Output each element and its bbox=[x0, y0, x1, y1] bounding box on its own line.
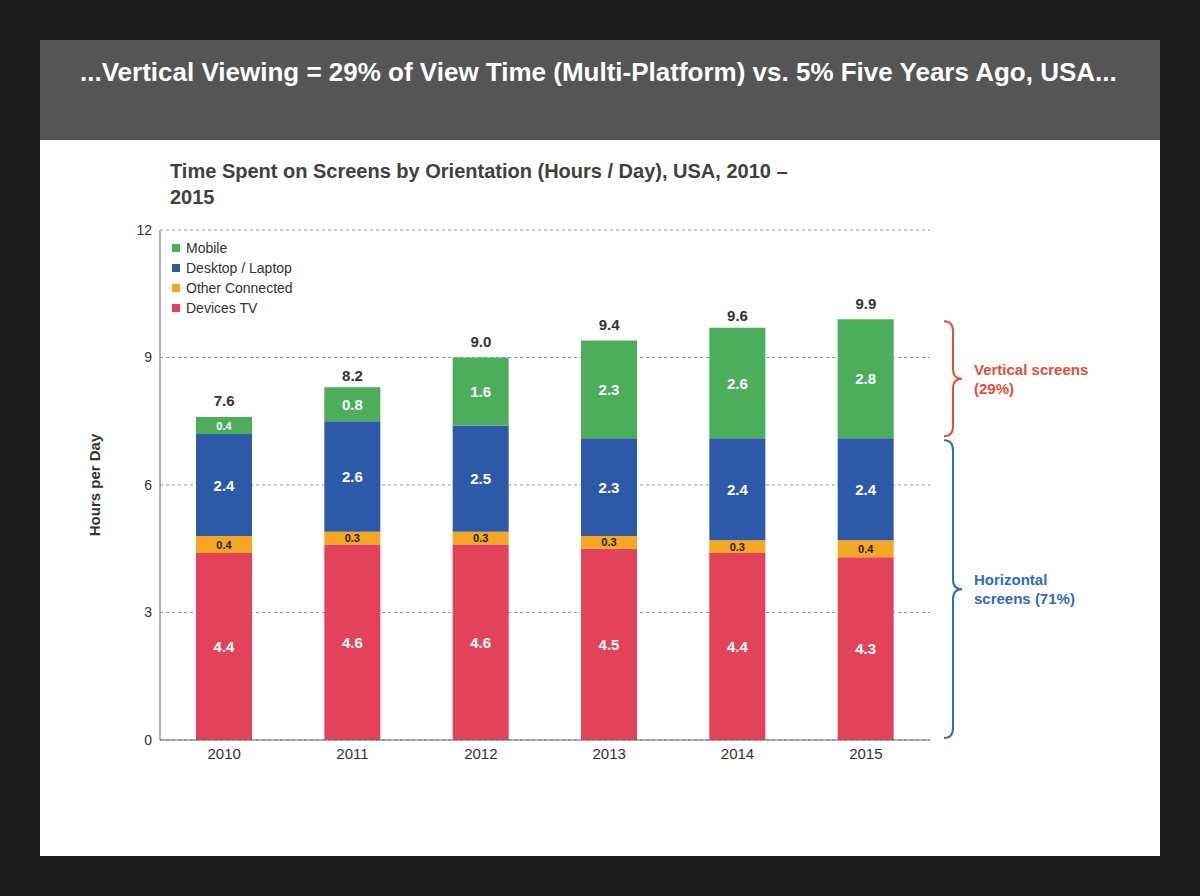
svg-text:0.4: 0.4 bbox=[858, 543, 874, 555]
svg-text:0.4: 0.4 bbox=[216, 539, 232, 551]
svg-text:0.3: 0.3 bbox=[730, 541, 745, 553]
svg-text:0.3: 0.3 bbox=[601, 536, 616, 548]
html-text:Other Connected: Other Connected bbox=[186, 280, 293, 296]
html-text:Time Spent on Screens by Orien: Time Spent on Screens by Orientation (Ho… bbox=[170, 160, 788, 208]
svg-text:2.4: 2.4 bbox=[727, 481, 749, 498]
html-text:Mobile: Mobile bbox=[186, 240, 228, 256]
html-text:...Vertical Viewing = 29% of V: ...Vertical Viewing = 29% of View Time (… bbox=[80, 57, 1117, 87]
svg-text:9.0: 9.0 bbox=[470, 333, 491, 350]
svg-text:2.6: 2.6 bbox=[342, 468, 363, 485]
svg-text:2.5: 2.5 bbox=[470, 470, 491, 487]
svg-text:6: 6 bbox=[144, 477, 152, 493]
svg-text:9.4: 9.4 bbox=[599, 316, 621, 333]
svg-text:2015: 2015 bbox=[849, 745, 882, 762]
svg-text:9.6: 9.6 bbox=[727, 307, 748, 324]
svg-text:0.4: 0.4 bbox=[216, 420, 232, 432]
html-text:Devices TV: Devices TV bbox=[186, 300, 258, 316]
html-text:Vertical screens (29%): Vertical screens (29%) bbox=[974, 360, 1089, 397]
svg-text:2013: 2013 bbox=[592, 745, 625, 762]
svg-text:4.4: 4.4 bbox=[727, 638, 749, 655]
svg-text:2010: 2010 bbox=[207, 745, 240, 762]
svg-text:12: 12 bbox=[136, 222, 152, 238]
svg-text:2.8: 2.8 bbox=[855, 370, 876, 387]
svg-text:3: 3 bbox=[144, 604, 152, 620]
html-text:Horizontal screens (71%): Horizontal screens (71%) bbox=[974, 571, 1075, 608]
svg-text:2.4: 2.4 bbox=[855, 481, 877, 498]
svg-text:0.3: 0.3 bbox=[473, 532, 488, 544]
svg-text:2011: 2011 bbox=[336, 745, 368, 762]
svg-text:8.2: 8.2 bbox=[342, 367, 363, 384]
svg-text:4.6: 4.6 bbox=[342, 634, 363, 651]
svg-text:4.4: 4.4 bbox=[214, 638, 236, 655]
svg-text:0: 0 bbox=[144, 732, 152, 748]
svg-text:7.6: 7.6 bbox=[214, 392, 235, 409]
svg-text:4.6: 4.6 bbox=[470, 634, 491, 651]
svg-text:4.3: 4.3 bbox=[855, 640, 876, 657]
svg-text:0.3: 0.3 bbox=[345, 532, 360, 544]
svg-text:2.4: 2.4 bbox=[214, 477, 236, 494]
svg-text:2012: 2012 bbox=[464, 745, 497, 762]
svg-text:0.8: 0.8 bbox=[342, 396, 363, 413]
html-text:Desktop / Laptop: Desktop / Laptop bbox=[186, 260, 292, 276]
svg-text:1.6: 1.6 bbox=[470, 383, 491, 400]
svg-text:2.3: 2.3 bbox=[599, 381, 620, 398]
svg-text:2.6: 2.6 bbox=[727, 375, 748, 392]
svg-text:2014: 2014 bbox=[721, 745, 754, 762]
svg-text:Hours per Day: Hours per Day bbox=[86, 433, 103, 536]
svg-text:9: 9 bbox=[144, 349, 152, 365]
svg-text:2.3: 2.3 bbox=[599, 479, 620, 496]
svg-text:4.5: 4.5 bbox=[599, 636, 620, 653]
svg-text:9.9: 9.9 bbox=[855, 295, 876, 312]
